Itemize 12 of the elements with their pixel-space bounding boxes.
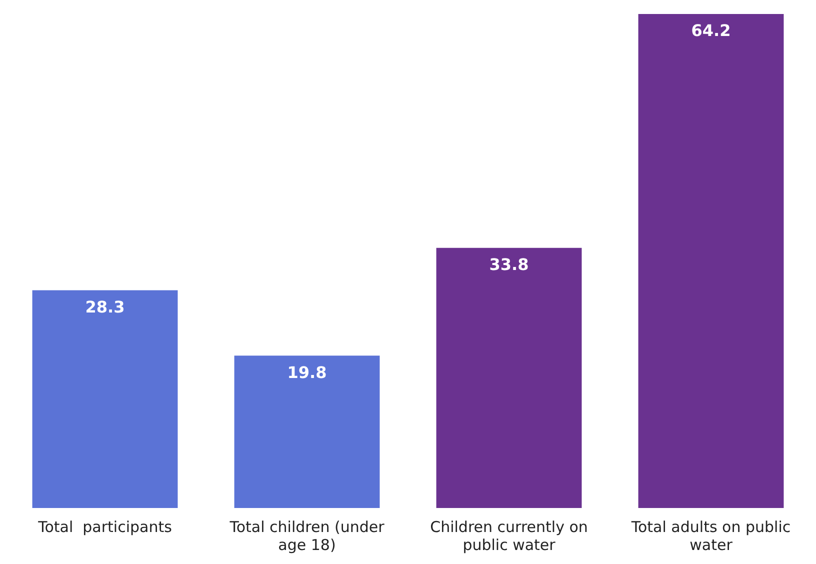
- data-label: 28.3: [85, 297, 125, 316]
- data-label: 64.2: [691, 21, 731, 40]
- x-tick-label: Total children (under age 18): [228, 518, 386, 554]
- x-tick-label: Children currently on public water: [430, 518, 588, 554]
- data-label: 33.8: [489, 255, 529, 274]
- x-tick-label: Total adults on public water: [630, 518, 791, 554]
- bar: [32, 290, 178, 508]
- bar: [436, 248, 582, 508]
- bar: [234, 356, 380, 508]
- x-tick-label: Total participants: [37, 518, 172, 536]
- bar: [638, 14, 784, 508]
- data-label: 19.8: [287, 362, 327, 382]
